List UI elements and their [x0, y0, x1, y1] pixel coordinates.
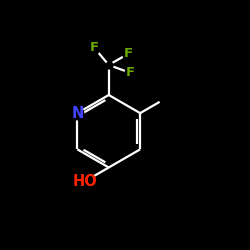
Text: HO: HO	[72, 174, 97, 189]
Text: F: F	[124, 47, 133, 60]
Text: F: F	[125, 66, 134, 79]
Text: F: F	[90, 41, 99, 54]
Text: N: N	[71, 106, 84, 121]
